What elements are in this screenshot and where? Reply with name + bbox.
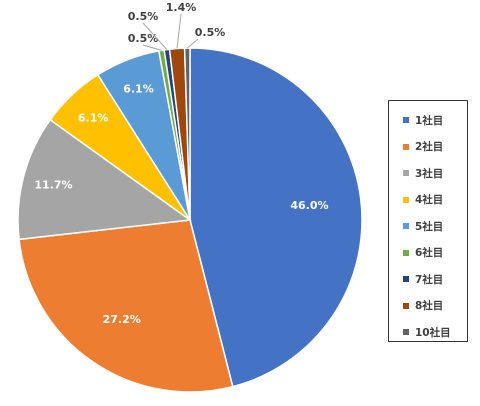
legend-item-4: 4社目 xyxy=(403,187,467,214)
legend-swatch xyxy=(403,196,409,203)
data-label-3: 11.7% xyxy=(34,178,72,191)
legend-label: 3社目 xyxy=(415,167,444,180)
legend-label: 8社目 xyxy=(415,300,444,313)
legend-item-9: 10社目 xyxy=(403,319,467,346)
legend-swatch xyxy=(403,249,409,256)
chart-legend: 1社目 2社目 3社目 4社目 5社目 6社目 7社目 8社目 10社目 xyxy=(388,100,468,342)
legend-label: 10社目 xyxy=(415,326,451,339)
legend-swatch xyxy=(403,223,409,230)
leader-line-6 xyxy=(142,44,162,51)
leader-line-7 xyxy=(142,22,168,50)
legend-swatch xyxy=(403,302,409,309)
legend-swatch xyxy=(403,276,409,283)
legend-label: 1社目 xyxy=(415,114,444,127)
legend-swatch xyxy=(403,143,409,150)
pie-slice-3 xyxy=(17,118,193,241)
legend-label: 7社目 xyxy=(415,273,444,286)
leader-line-9 xyxy=(186,38,199,49)
data-label-8: 1.4% xyxy=(166,1,197,14)
legend-label: 4社目 xyxy=(415,194,444,207)
data-label-2: 27.2% xyxy=(103,313,141,326)
legend-swatch xyxy=(403,117,409,124)
pie-slice-1 xyxy=(189,47,363,388)
legend-label: 6社目 xyxy=(415,247,444,260)
legend-item-7: 7社目 xyxy=(403,266,467,293)
data-label-1: 46.0% xyxy=(290,199,328,212)
legend-item-1: 1社目 xyxy=(403,107,467,134)
legend-item-3: 3社目 xyxy=(403,160,467,187)
pie-slice-2 xyxy=(18,219,234,393)
legend-item-2: 2社目 xyxy=(403,134,467,161)
legend-item-8: 8社目 xyxy=(403,293,467,320)
data-label-5: 6.1% xyxy=(123,83,154,96)
legend-item-6: 6社目 xyxy=(403,240,467,267)
data-label-7: 0.5% xyxy=(128,10,159,23)
pie-slice-9 xyxy=(183,47,191,221)
legend-label: 5社目 xyxy=(415,220,444,233)
legend-swatch xyxy=(403,170,409,177)
legend-label: 2社目 xyxy=(415,141,444,154)
data-label-9: 0.5% xyxy=(195,26,226,39)
legend-swatch xyxy=(403,329,409,336)
data-label-4: 6.1% xyxy=(78,111,109,124)
data-label-6: 0.5% xyxy=(128,32,159,45)
leader-line-8 xyxy=(176,13,182,49)
legend-item-5: 5社目 xyxy=(403,213,467,240)
